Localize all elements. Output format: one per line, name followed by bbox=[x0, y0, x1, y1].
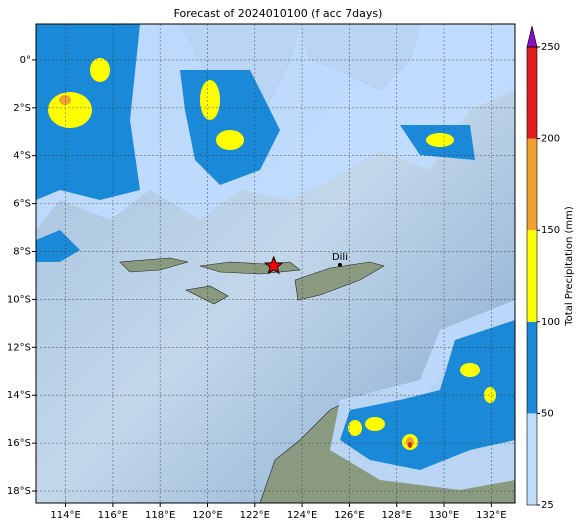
lat-tick-label: 18°S bbox=[7, 486, 31, 497]
lat-tick-label: 4°S bbox=[13, 151, 31, 162]
map-title: Forecast of 2024010100 (f acc 7days) bbox=[174, 7, 383, 20]
lon-tick-label: 132°E bbox=[476, 510, 506, 521]
colorbar-tick-label: 25 bbox=[541, 500, 554, 511]
colorbar-tick-label: 150 bbox=[541, 225, 560, 236]
colorbar-bin bbox=[527, 321, 537, 414]
colorbar-tick-label: 50 bbox=[541, 408, 554, 419]
lon-tick-label: 120°E bbox=[192, 510, 222, 521]
lon-tick-label: 128°E bbox=[382, 510, 412, 521]
lat-tick-label: 10°S bbox=[7, 294, 31, 305]
lat-tick-label: 0° bbox=[20, 55, 31, 66]
lon-tick-label: 130°E bbox=[429, 510, 459, 521]
colorbar-bin bbox=[527, 230, 537, 322]
lat-tick-label: 8°S bbox=[13, 247, 31, 258]
colorbar-bin bbox=[527, 138, 537, 231]
city-marker bbox=[337, 262, 342, 267]
city-label: Dili bbox=[332, 252, 348, 263]
colorbar-tick-label: 250 bbox=[541, 42, 560, 53]
lat-tick-label: 12°S bbox=[7, 342, 31, 353]
lon-tick-label: 126°E bbox=[334, 510, 364, 521]
lon-tick-label: 116°E bbox=[98, 510, 128, 521]
lat-tick-label: 6°S bbox=[13, 199, 31, 210]
lon-tick-label: 124°E bbox=[287, 510, 317, 521]
colorbar-bin bbox=[527, 413, 537, 505]
colorbar-extend bbox=[526, 25, 538, 48]
colorbar-tick-label: 200 bbox=[541, 134, 560, 145]
colorbar-bin bbox=[527, 47, 537, 139]
colorbar: 25 50 100 150 200 250 Total Precipitation (mm) bbox=[526, 25, 575, 511]
map-area: Dili bbox=[36, 24, 515, 503]
colorbar-frame bbox=[526, 46, 538, 506]
lon-tick-label: 114°E bbox=[50, 510, 80, 521]
axes: 114°E 116°E 118°E 120°E 122°E 124°E 126°E 128°E… bbox=[7, 55, 507, 521]
lat-tick-label: 16°S bbox=[7, 438, 31, 449]
plot-frame bbox=[35, 23, 516, 504]
lon-tick-label: 122°E bbox=[240, 510, 270, 521]
lat-tick-label: 2°S bbox=[13, 103, 31, 114]
colorbar-tick-label: 100 bbox=[541, 317, 560, 328]
star-marker bbox=[263, 255, 284, 275]
markers: Dili bbox=[263, 252, 348, 275]
colorbar-label: Total Precipitation (mm) bbox=[564, 206, 575, 327]
lon-tick-label: 118°E bbox=[145, 510, 175, 521]
lat-tick-label: 14°S bbox=[7, 390, 31, 401]
